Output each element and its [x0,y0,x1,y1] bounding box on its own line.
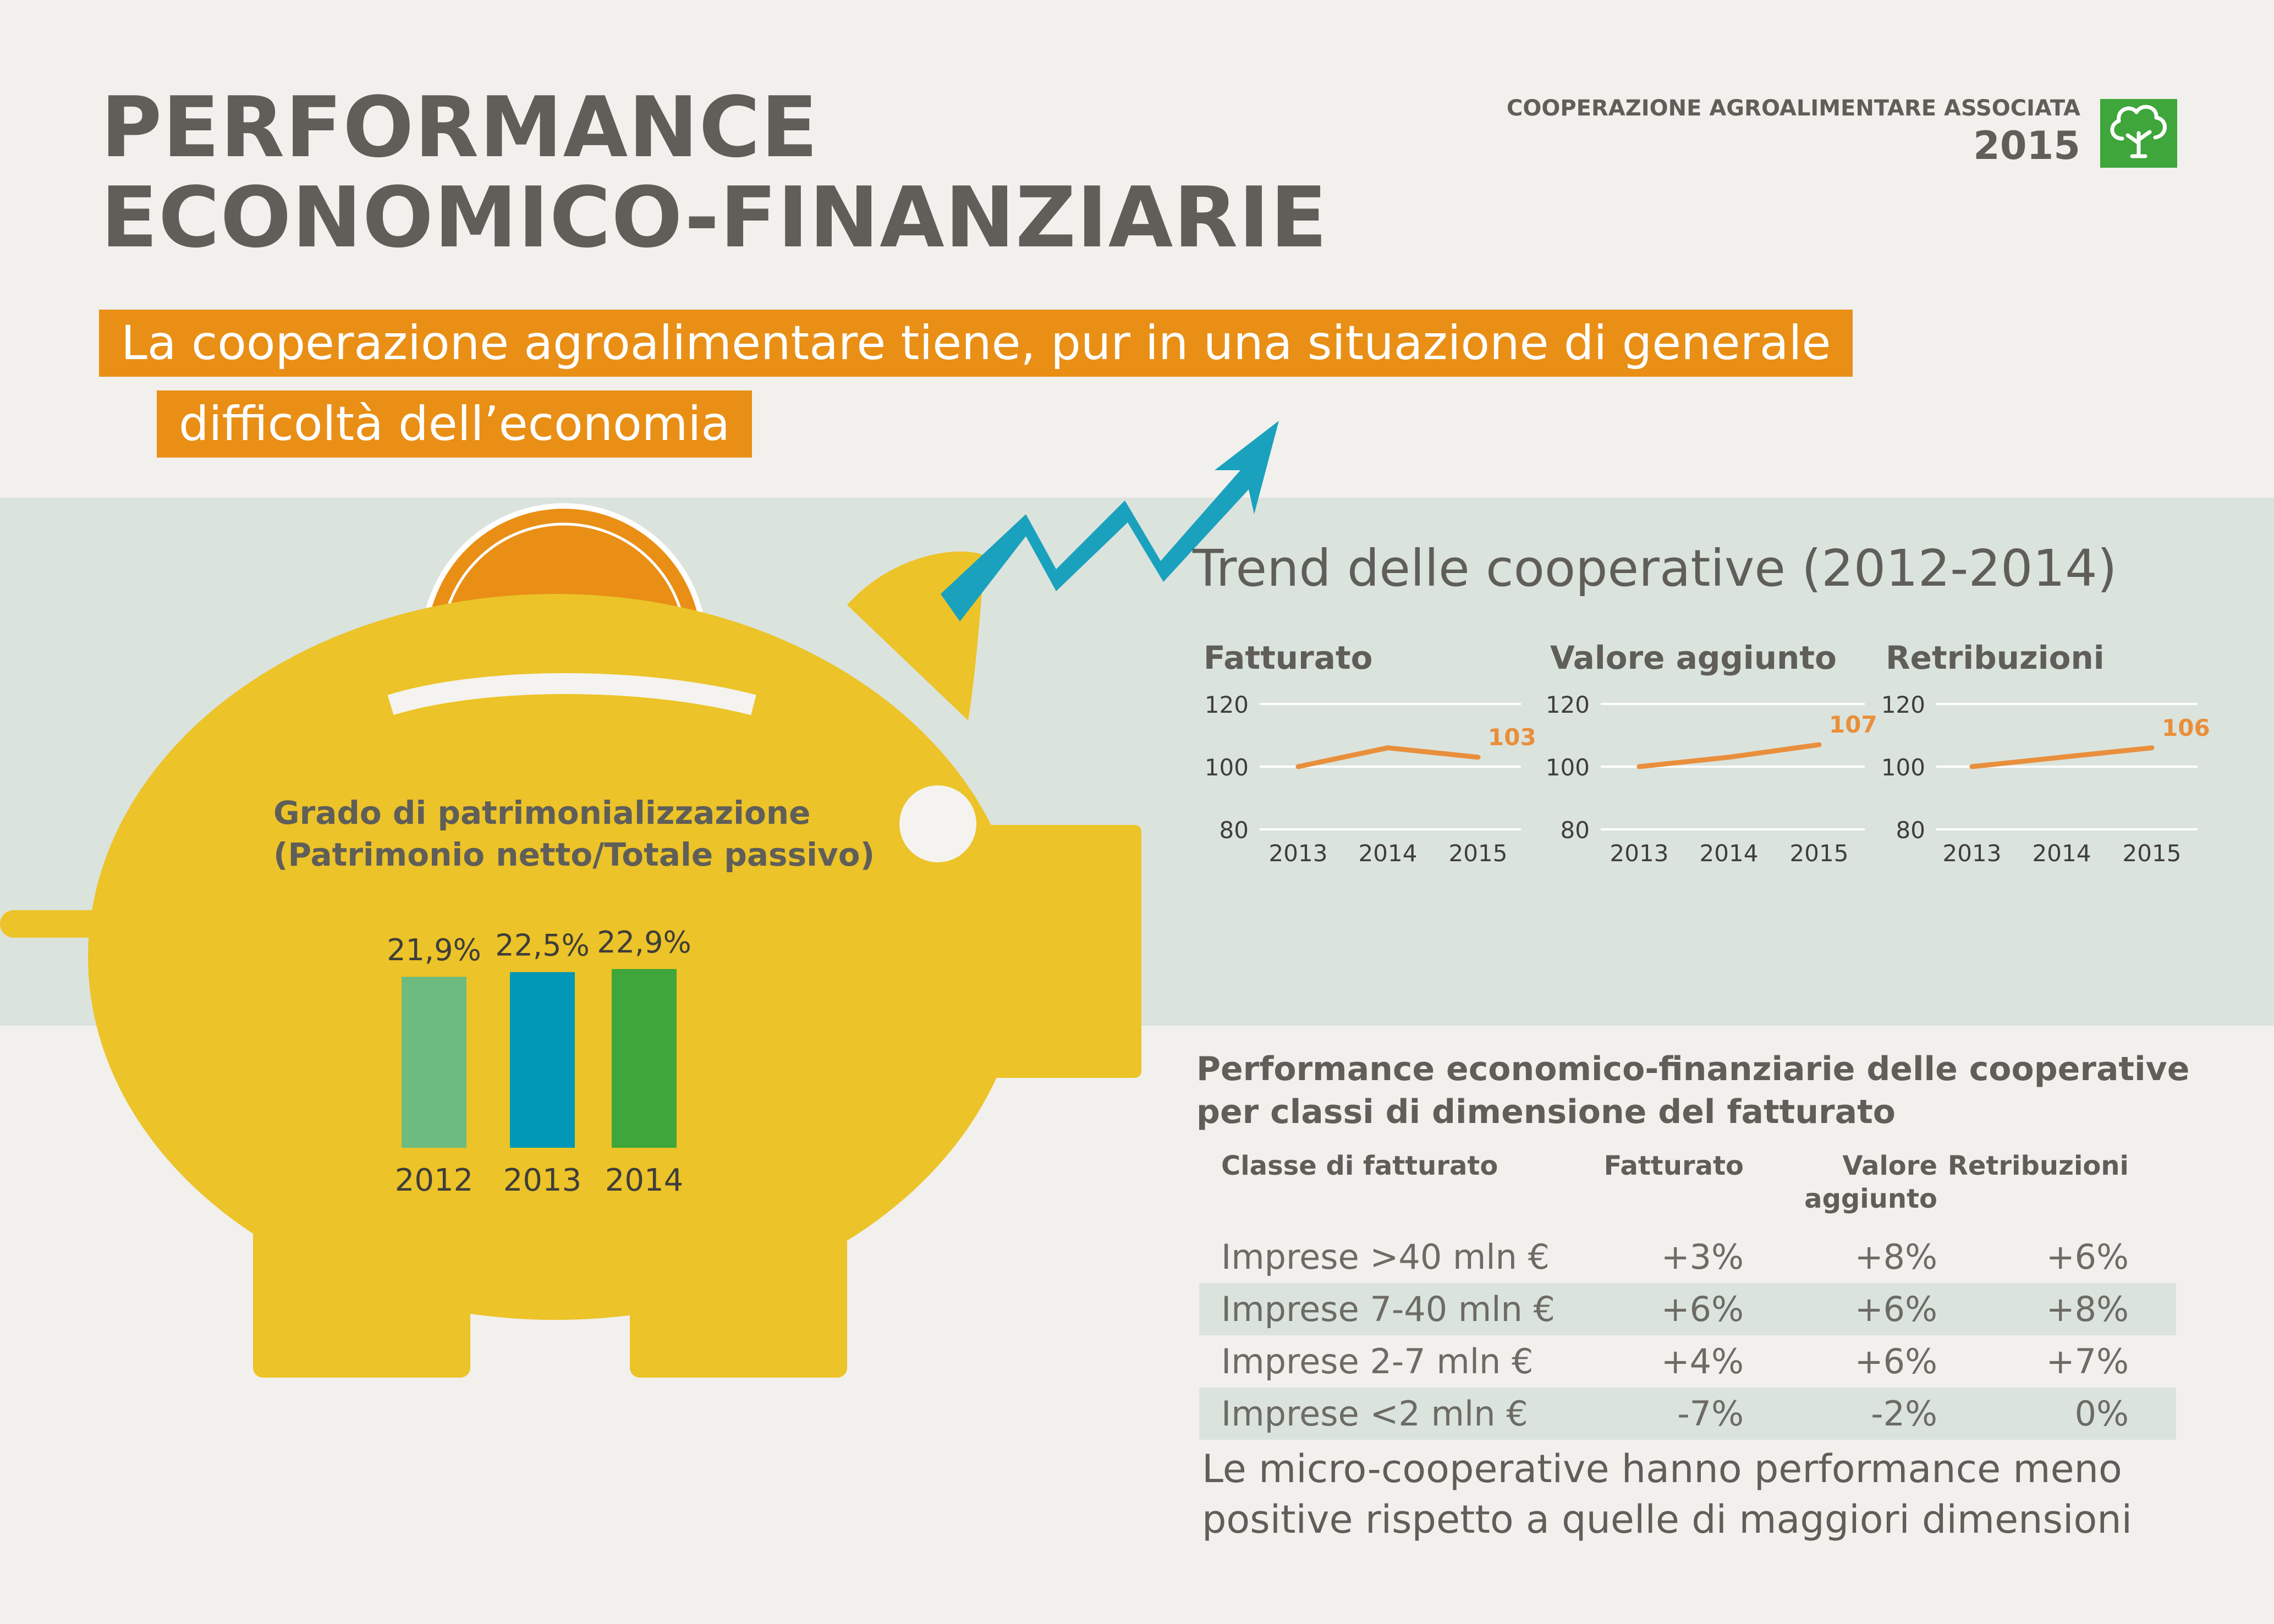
bar-category-label: 2012 [395,1163,474,1198]
trend-line-charts: 80 100 120 2013 2014 2015 103 80 100 120 2013 2014 2… [1205,691,2210,867]
bar-2014 [612,969,677,1148]
cell-classe: Imprese 7-40 mln € [1221,1289,1555,1329]
patrimonio-title-line-1: Grado di patrimonializzazione [273,794,811,832]
organization-name: COOPERAZIONE AGROALIMENTARE ASSOCIATA [1506,96,2080,121]
table-row: Imprese 7-40 mln € +6% +6% +8% [1199,1283,2176,1335]
series-line [1295,745,1481,769]
trend-section-title: Trend delle cooperative (2012-2014) [1193,539,2117,598]
end-value-label: 103 [1488,724,1536,751]
fatturato-chart-title: Fatturato [1204,639,1373,676]
y-tick-label: 100 [1546,754,1590,781]
end-value-label: 106 [2162,714,2210,741]
x-tick-label: 2013 [1610,840,1669,867]
title-line-2: ECONOMICO-FINANZIARIE [101,169,1328,266]
conclusion-line-2: positive rispetto a quelle di maggiori d… [1202,1497,2133,1542]
cell-valore: +8% [1854,1237,1937,1277]
x-tick-label: 2013 [1269,840,1328,867]
y-tick-label: 100 [1881,754,1925,781]
subtitle-line-2: difficoltà dell’economia [157,390,752,458]
patrimonio-chart-title: Grado di patrimonializzazione (Patrimoni… [273,792,875,876]
cell-fatturato: +4% [1661,1341,1744,1381]
bar-value-label: 22,5% [495,928,590,963]
x-tick-label: 2015 [2123,840,2182,867]
x-tick-label: 2015 [1790,840,1849,867]
end-value-label: 107 [1829,711,1877,738]
cell-valore: -2% [1871,1394,1937,1434]
organization-header: COOPERAZIONE AGROALIMENTARE ASSOCIATA 20… [1507,95,2080,169]
x-tick-label: 2013 [1943,840,2002,867]
bar-2013 [510,972,575,1148]
table-row: Imprese <2 mln € -7% -2% 0% [1199,1388,2176,1440]
bar-category-label: 2014 [605,1163,684,1198]
performance-table: Classe di fatturato Fatturato Valore agg… [1199,1149,2176,1440]
header-retribuzioni: Retribuzioni [1947,1150,2129,1181]
y-tick-label: 80 [1220,817,1249,844]
cell-valore: +6% [1854,1341,1937,1381]
cell-retribuzioni: +6% [2046,1237,2129,1277]
table-title: Performance economico-finanziarie delle … [1196,1048,2189,1133]
bar-value-label: 21,9% [387,933,481,967]
organization-year: 2015 [1973,123,2080,168]
cell-classe: Imprese <2 mln € [1221,1394,1528,1434]
y-tick-label: 80 [1896,817,1925,844]
patrimonio-title-line-2: (Patrimonio netto/Totale passivo) [273,836,875,873]
x-tick-label: 2015 [1449,840,1508,867]
header-valore-line-1: Valore [1842,1150,1937,1181]
patrimonio-bar-chart: 21,9% 2012 22,5% 2013 22,9% 2014 [387,925,691,1198]
title-line-1: PERFORMANCE [101,79,819,176]
tree-icon [2100,99,2177,168]
y-tick-label: 120 [1881,691,1925,718]
bar-value-label: 22,9% [597,925,691,960]
series-line [1636,742,1822,769]
trend-up-arrow-icon [941,421,1279,621]
line-chart-2: 80 100 120 2013 2014 2015 106 [1881,691,2210,867]
cell-retribuzioni: 0% [2074,1394,2129,1434]
header-valore-line-2: aggiunto [1804,1183,1937,1214]
table-row: Imprese >40 mln € +3% +8% +6% [1199,1231,2176,1283]
cell-classe: Imprese 2-7 mln € [1221,1341,1534,1381]
cell-retribuzioni: +7% [2046,1341,2129,1381]
x-tick-label: 2014 [2033,840,2091,867]
y-tick-label: 100 [1205,754,1249,781]
line-chart-1: 80 100 120 2013 2014 2015 107 [1546,691,1877,867]
line-chart-0: 80 100 120 2013 2014 2015 103 [1205,691,1536,867]
table-title-line-2: per classi di dimensione del fatturato [1196,1093,1896,1131]
conclusion-line-1: Le micro-cooperative hanno performance m… [1202,1446,2122,1491]
x-tick-label: 2014 [1700,840,1759,867]
table-row: Imprese 2-7 mln € +4% +6% +7% [1199,1335,2176,1388]
cell-fatturato: +6% [1661,1289,1744,1329]
header-classe: Classe di fatturato [1221,1150,1498,1181]
table-conclusion: Le micro-cooperative hanno performance m… [1202,1444,2132,1545]
x-tick-label: 2014 [1359,840,1418,867]
series-line [1969,745,2155,769]
y-tick-label: 120 [1205,691,1249,718]
cell-fatturato: +3% [1661,1237,1744,1277]
y-tick-label: 80 [1561,817,1590,844]
cell-fatturato: -7% [1677,1394,1744,1434]
cell-classe: Imprese >40 mln € [1221,1237,1550,1277]
cell-valore: +6% [1854,1289,1937,1329]
table-title-line-1: Performance economico-finanziarie delle … [1196,1050,2190,1088]
bar-2012 [402,977,466,1148]
subtitle-line-1: La cooperazione agroalimentare tiene, pu… [99,310,1853,377]
header-fatturato: Fatturato [1603,1150,1744,1181]
table-header: Classe di fatturato Fatturato Valore agg… [1199,1149,2176,1231]
bar-category-label: 2013 [503,1163,582,1198]
page-title: PERFORMANCE ECONOMICO-FINANZIARIE [101,82,1328,263]
valore-aggiunto-chart-title: Valore aggiunto [1550,639,1837,676]
piggy-bank-icon [0,551,1141,1378]
retribuzioni-chart-title: Retribuzioni [1886,639,2105,676]
y-tick-label: 120 [1546,691,1590,718]
cell-retribuzioni: +8% [2046,1289,2129,1329]
header-valore-aggiunto: Valore aggiunto [1804,1149,1937,1215]
